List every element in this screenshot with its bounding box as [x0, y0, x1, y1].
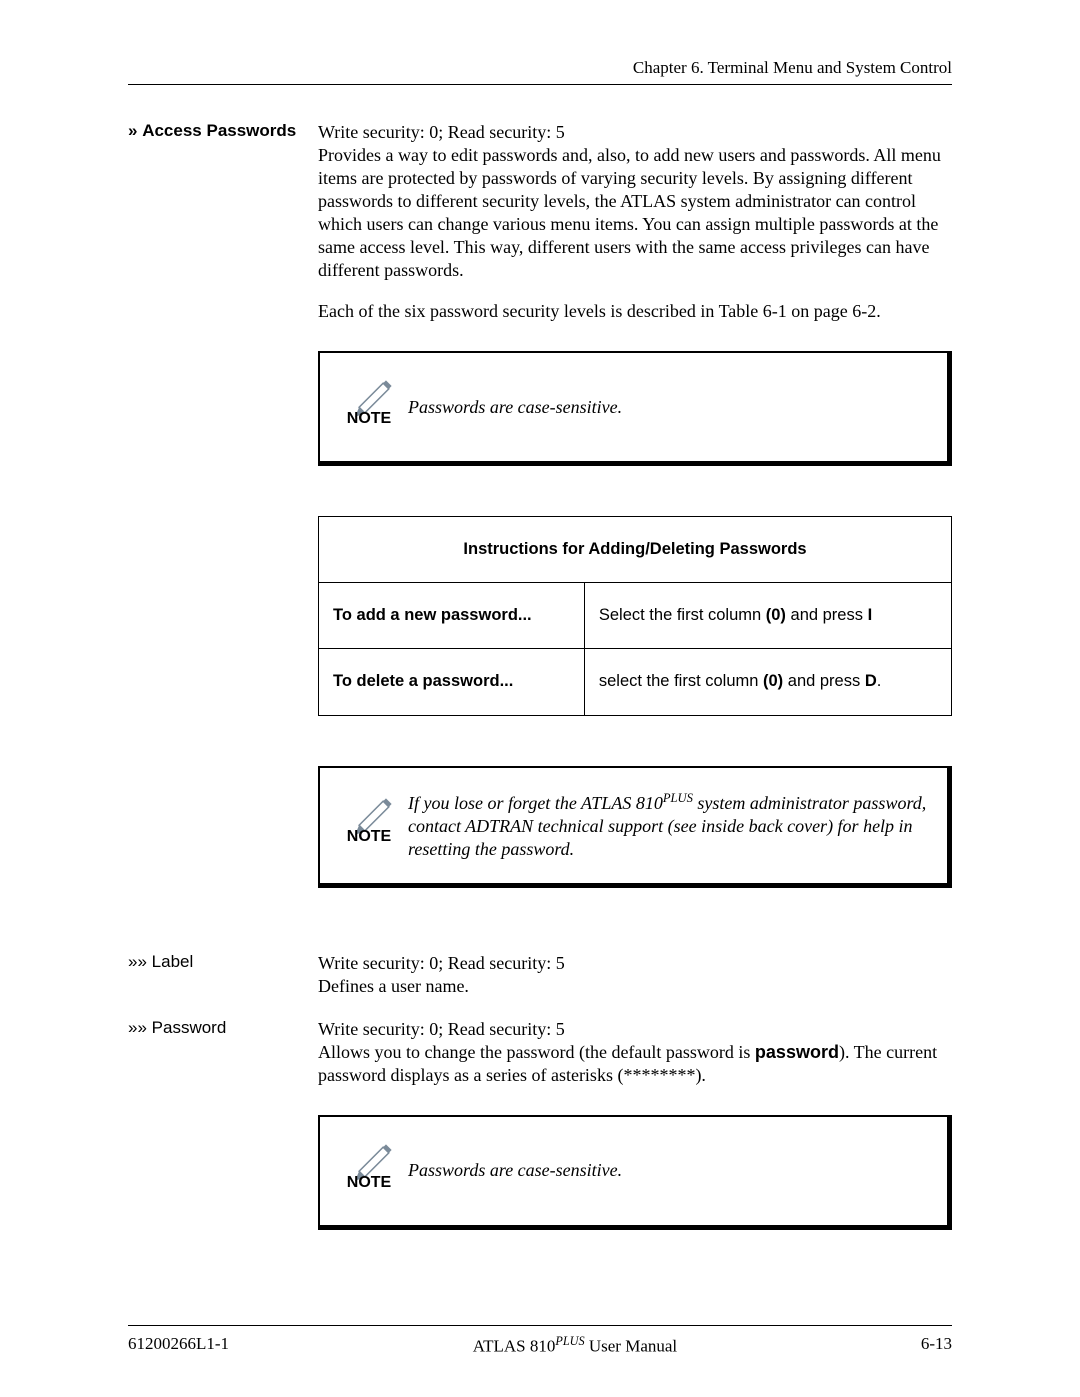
table-row: To delete a password... select the first… [319, 649, 952, 715]
page-footer: 61200266L1-1 ATLAS 810PLUS User Manual 6… [128, 1325, 952, 1357]
footer-right: 6-13 [921, 1334, 952, 1357]
label-text: Password [152, 1018, 227, 1037]
section-label: »» Password [128, 1018, 318, 1230]
label-prefix: » [128, 121, 137, 140]
security-line: Write security: 0; Read security: 5 [318, 121, 952, 144]
note-sup: PLUS [663, 791, 693, 805]
label-text: Access Passwords [142, 121, 296, 140]
chapter-header: Chapter 6. Terminal Menu and System Cont… [128, 58, 952, 78]
cell-text: and press [783, 672, 865, 690]
note-label: NOTE [347, 410, 392, 427]
divider-bottom [128, 1325, 952, 1326]
note-text-1: Passwords are case-sensitive. [408, 396, 929, 419]
section-body: Write security: 0; Read security: 5 Prov… [318, 121, 952, 924]
section-body: Write security: 0; Read security: 5 Defi… [318, 952, 952, 998]
para-1: Provides a way to edit passwords and, al… [318, 144, 952, 282]
footer-center: ATLAS 810PLUS User Manual [229, 1334, 921, 1357]
cell-bold: I [868, 606, 873, 624]
table-result-cell: select the first column (0) and press D. [584, 649, 951, 715]
subsection-label: »» Label Write security: 0; Read securit… [128, 952, 952, 1230]
label-prefix: »» [128, 952, 147, 971]
table-action-cell: To delete a password... [319, 649, 585, 715]
footer-left: 61200266L1-1 [128, 1334, 229, 1357]
section-label: » Access Passwords [128, 121, 318, 924]
table-header-row: Instructions for Adding/Deleting Passwor… [319, 517, 952, 583]
cell-bold: (0) [766, 606, 786, 624]
para-pre: Allows you to change the password (the d… [318, 1042, 755, 1062]
table-title: Instructions for Adding/Deleting Passwor… [319, 517, 952, 583]
security-line: Write security: 0; Read security: 5 [318, 952, 952, 975]
security-line: Write security: 0; Read security: 5 [318, 1018, 952, 1041]
note-box-2: NOTE If you lose or forget the ATLAS 810… [318, 766, 952, 888]
para: Allows you to change the password (the d… [318, 1041, 952, 1087]
note-pencil-icon: NOTE [330, 375, 408, 439]
page-container: Chapter 6. Terminal Menu and System Cont… [0, 0, 1080, 1270]
cell-bold: D [865, 672, 877, 690]
footer-center-post: User Manual [585, 1337, 678, 1356]
cell-text: select the first column [599, 672, 763, 690]
section-access-passwords: » Access Passwords Write security: 0; Re… [128, 121, 952, 924]
cell-text: . [877, 672, 882, 690]
svg-text:NOTE: NOTE [347, 1174, 392, 1191]
note-pencil-icon: NOTE [330, 793, 408, 857]
footer-center-pre: ATLAS 810 [473, 1337, 556, 1356]
cell-text: and press [786, 606, 868, 624]
para-2: Each of the six password security levels… [318, 300, 952, 323]
note-box-1: NOTE Passwords are case-sensitive. [318, 351, 952, 466]
cell-text: Select the first column [599, 606, 766, 624]
divider-top [128, 84, 952, 85]
subsection-password: »» Password Write security: 0; Read secu… [128, 1018, 952, 1230]
footer-center-sup: PLUS [555, 1334, 584, 1348]
table-result-cell: Select the first column (0) and press I [584, 583, 951, 649]
label-text: Label [152, 952, 194, 971]
note-box-3: NOTE Passwords are case-sensitive. [318, 1115, 952, 1230]
section-label: »» Label [128, 952, 318, 998]
note-pre: If you lose or forget the ATLAS 810 [408, 793, 663, 813]
note-text-3: Passwords are case-sensitive. [408, 1159, 929, 1182]
instructions-table: Instructions for Adding/Deleting Passwor… [318, 516, 952, 715]
cell-bold: (0) [763, 672, 783, 690]
table-row: To add a new password... Select the firs… [319, 583, 952, 649]
table-action-cell: To add a new password... [319, 583, 585, 649]
section-body: Write security: 0; Read security: 5 Allo… [318, 1018, 952, 1230]
note-text-2: If you lose or forget the ATLAS 810PLUS … [408, 790, 929, 861]
label-prefix: »» [128, 1018, 147, 1037]
svg-text:NOTE: NOTE [347, 828, 392, 845]
para: Defines a user name. [318, 975, 952, 998]
para-bold: password [755, 1042, 839, 1062]
note-pencil-icon: NOTE [330, 1139, 408, 1203]
